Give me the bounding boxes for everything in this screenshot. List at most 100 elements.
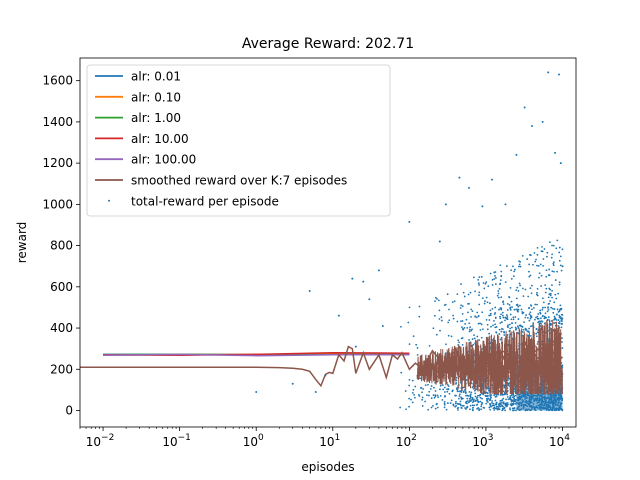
episode-point	[548, 287, 551, 290]
episode-point	[465, 318, 468, 321]
episode-point	[485, 296, 488, 299]
episode-point	[443, 391, 446, 393]
episode-point	[552, 244, 555, 247]
scatter-point	[491, 178, 494, 181]
x-tick-base: 10	[549, 435, 564, 449]
episode-point	[446, 402, 449, 404]
episode-point	[458, 341, 460, 344]
episode-point	[512, 316, 515, 319]
x-tick-label: 103	[472, 433, 493, 449]
episode-point	[417, 393, 420, 396]
episode-point	[553, 301, 556, 304]
episode-point	[486, 328, 489, 331]
episode-point	[516, 325, 519, 328]
episode-point	[528, 275, 531, 278]
scatter-point	[408, 220, 411, 223]
episode-point	[511, 402, 514, 405]
legend-label-3: alr: 10.00	[131, 132, 189, 146]
episode-point	[486, 398, 489, 400]
episode-point	[536, 315, 539, 318]
episode-point	[445, 408, 448, 411]
episode-point	[528, 319, 531, 322]
episode-point	[522, 295, 525, 298]
episode-point	[469, 394, 472, 397]
episode-point	[493, 313, 496, 316]
x-tick-exponent: 0	[258, 433, 264, 443]
episode-point	[495, 405, 498, 408]
episode-point	[441, 384, 444, 387]
x-tick-base: 10	[162, 435, 177, 449]
episode-point	[553, 315, 556, 318]
axes-frame	[79, 57, 577, 428]
episode-point	[506, 318, 508, 320]
episode-point	[506, 333, 509, 336]
episode-point	[477, 278, 480, 281]
episode-point	[470, 315, 472, 318]
episode-point	[491, 404, 494, 407]
episode-point	[499, 283, 501, 286]
episode-point	[436, 298, 438, 300]
legend-label-5: smoothed reward over K:7 episodes	[131, 174, 347, 188]
episode-point	[530, 292, 533, 295]
episode-point	[458, 395, 461, 398]
episode-point	[514, 398, 517, 401]
episode-point	[551, 289, 553, 292]
episode-point	[476, 403, 479, 406]
episode-point	[469, 404, 472, 407]
episode-point	[535, 332, 538, 335]
episode-point	[416, 347, 419, 349]
episode-point	[471, 328, 473, 331]
scatter-point	[324, 374, 327, 377]
episode-point	[529, 317, 532, 320]
episode-point	[424, 384, 427, 387]
episode-point	[506, 402, 509, 404]
episode-point	[499, 393, 502, 396]
y-tick-label: 400	[50, 321, 73, 335]
episode-point	[420, 386, 423, 389]
episode-point	[555, 297, 558, 300]
episode-point	[473, 337, 476, 340]
episode-point	[431, 405, 434, 407]
episode-point	[456, 388, 458, 391]
episode-point	[478, 284, 480, 286]
episode-point	[460, 396, 462, 399]
episode-point	[495, 407, 498, 410]
episode-point	[512, 265, 514, 268]
episode-point	[462, 386, 465, 389]
episode-point	[503, 334, 506, 336]
episode-point	[469, 326, 472, 328]
episode-point	[471, 408, 474, 411]
episode-point	[491, 402, 493, 404]
episode-point	[436, 402, 438, 405]
episode-point	[421, 391, 423, 394]
episode-point	[464, 407, 466, 409]
x-tick-label: 102	[396, 433, 417, 449]
episode-point	[536, 264, 538, 267]
episode-point	[499, 315, 501, 318]
episode-point	[550, 306, 553, 309]
episode-point	[496, 294, 499, 297]
episode-point	[509, 397, 511, 400]
episode-point	[436, 406, 439, 409]
scatter-point	[362, 280, 365, 283]
episode-point	[492, 324, 494, 327]
episode-point	[495, 331, 498, 334]
episode-point	[497, 292, 500, 295]
legend: alr: 0.01 alr: 0.10 alr: 1.00 alr: 10.00 alr…	[86, 64, 391, 217]
episode-point	[485, 402, 488, 405]
episode-point	[548, 268, 551, 271]
episode-point	[545, 287, 548, 290]
episode-point	[544, 312, 547, 315]
episode-point	[541, 306, 544, 309]
episode-point	[476, 335, 479, 338]
episode-point	[489, 395, 492, 398]
episode-point	[497, 290, 500, 292]
episode-point	[506, 396, 509, 398]
episode-point	[554, 279, 557, 281]
episode-point	[462, 328, 465, 331]
episode-point	[489, 393, 491, 396]
episode-point	[499, 307, 502, 309]
episode-point	[412, 388, 415, 391]
episode-point	[450, 399, 453, 402]
plot-area	[79, 57, 577, 428]
